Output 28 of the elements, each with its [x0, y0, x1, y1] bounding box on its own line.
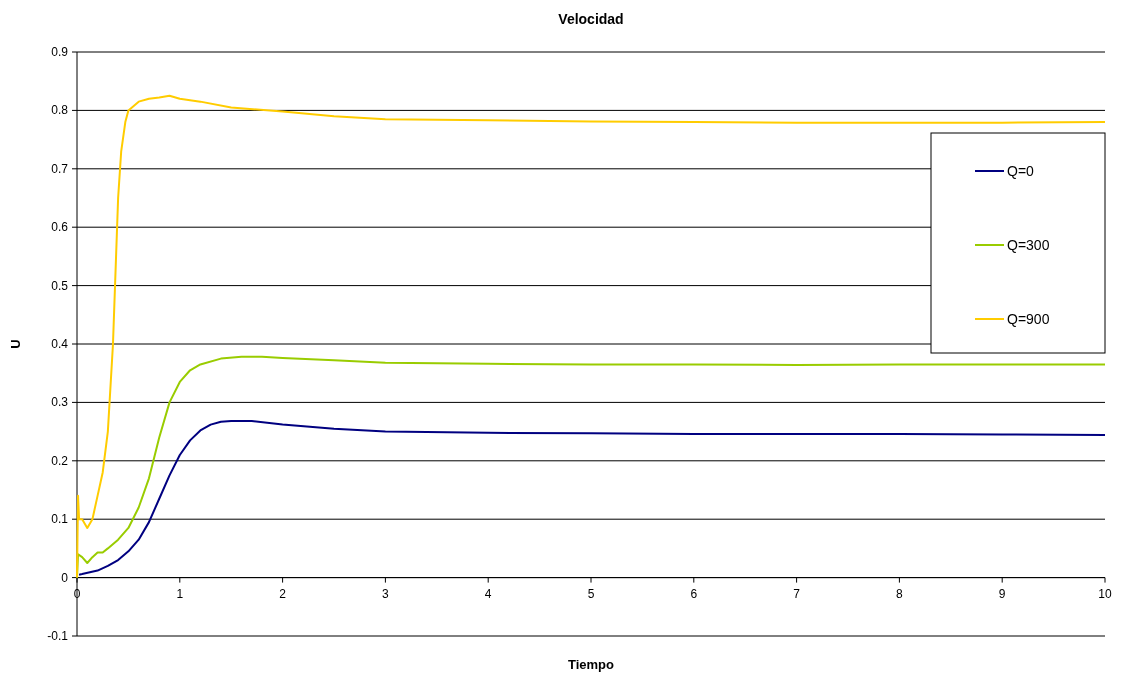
x-tick-label: 9: [998, 586, 1006, 601]
y-tick-label: 0.9: [51, 45, 69, 59]
y-axis-title: U: [8, 339, 23, 349]
x-tick-label: 8: [896, 586, 904, 601]
x-tick-label: 6: [690, 586, 698, 601]
y-tick-label: 0.1: [51, 512, 69, 527]
x-tick-label: 7: [793, 586, 801, 601]
x-tick-label: 4: [484, 586, 492, 601]
x-tick-label: 5: [587, 586, 595, 601]
x-tick-label: 2: [279, 586, 287, 601]
y-tick-label: 0.4: [51, 337, 69, 351]
y-tick-label: 0.5: [51, 278, 69, 293]
y-tick-label: 0: [61, 570, 69, 585]
x-tick-label: 3: [382, 586, 390, 601]
x-tick-label: 1: [176, 586, 184, 601]
legend-label: Q=900: [1007, 311, 1050, 327]
x-tick-label: 10: [1098, 586, 1112, 601]
y-tick-label: 0.6: [51, 220, 69, 235]
x-tick-label: 0: [73, 586, 81, 601]
y-tick-label: 0.8: [51, 103, 69, 118]
legend-label: Q=0: [1007, 163, 1035, 179]
y-tick-label: 0.7: [51, 161, 69, 176]
y-tick-label: -0.1: [47, 629, 69, 643]
y-tick-label: 0.2: [51, 453, 69, 468]
x-axis-title: Tiempo: [568, 657, 615, 672]
chart-title: Velocidad: [558, 11, 624, 27]
legend-label: Q=300: [1007, 237, 1050, 253]
y-tick-label: 0.3: [51, 395, 69, 410]
